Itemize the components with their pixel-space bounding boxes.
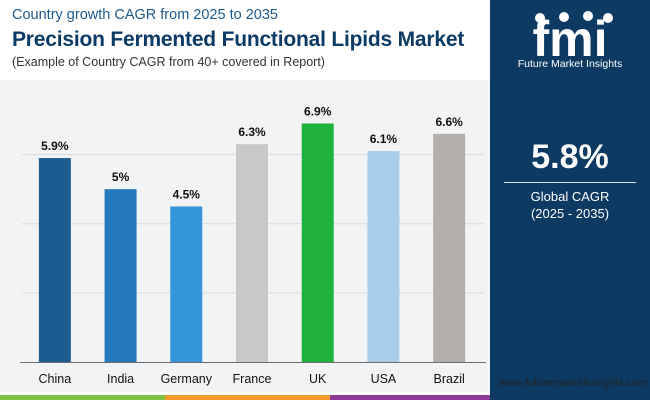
tick-label-china: China (39, 372, 72, 386)
stripe-green (0, 395, 165, 400)
global-cagr-period: (2025 - 2035) (530, 206, 610, 221)
sidebar-panel: fmi Future Market Insights 5.8% Global C… (490, 0, 650, 400)
tick-label-france: France (233, 372, 272, 386)
chart-title: Precision Fermented Functional Lipids Ma… (12, 28, 465, 51)
global-cagr-value: 5.8% (531, 138, 609, 176)
bar-usa[interactable] (367, 151, 400, 362)
global-cagr-label: Global CAGR (530, 189, 610, 204)
data-label-china: 5.9% (41, 139, 69, 153)
bar-brazil[interactable] (433, 133, 466, 362)
stripe-orange (165, 395, 330, 400)
tick-label-usa: USA (371, 372, 397, 386)
tick-label-uk: UK (309, 372, 327, 386)
bar-india[interactable] (104, 189, 137, 362)
bar-germany[interactable] (170, 206, 203, 362)
chart-header: Country growth CAGR from 2025 to 2035 Pr… (12, 6, 492, 71)
data-label-usa: 6.1% (370, 132, 398, 146)
chart-subtitle: Country growth CAGR from 2025 to 2035 (12, 7, 278, 23)
data-label-germany: 4.5% (173, 187, 201, 201)
tick-label-india: India (107, 372, 134, 386)
svg-text:fmi: fmi (533, 11, 608, 60)
website-link[interactable]: www.futuremarketinsights.com (498, 377, 648, 389)
fmi-logo-icon: fmi (533, 11, 613, 67)
chart-note: (Example of Country CAGR from 40+ covere… (12, 55, 325, 69)
data-label-uk: 6.9% (304, 104, 332, 118)
data-label-india: 5% (112, 170, 130, 184)
chart-plot-area: 5.9% China 5% India 4.5% Germany 6.3% France 6.9… (0, 80, 490, 392)
bar-chart: 5.9% China 5% India 4.5% Germany 6.3% France 6.9… (20, 104, 486, 386)
tick-label-brazil: Brazil (434, 372, 465, 386)
tick-label-germany: Germany (161, 372, 213, 386)
bar-france[interactable] (236, 144, 268, 362)
data-label-brazil: 6.6% (435, 115, 463, 129)
data-label-france: 6.3% (238, 125, 266, 139)
bar-uk[interactable] (301, 123, 334, 362)
fmi-logo: fmi (504, 8, 636, 70)
logo-wordmark: Future Market Insights (517, 58, 623, 70)
sidebar-divider (504, 182, 636, 183)
stripe-purple (330, 395, 490, 400)
bar-china[interactable] (38, 158, 71, 362)
